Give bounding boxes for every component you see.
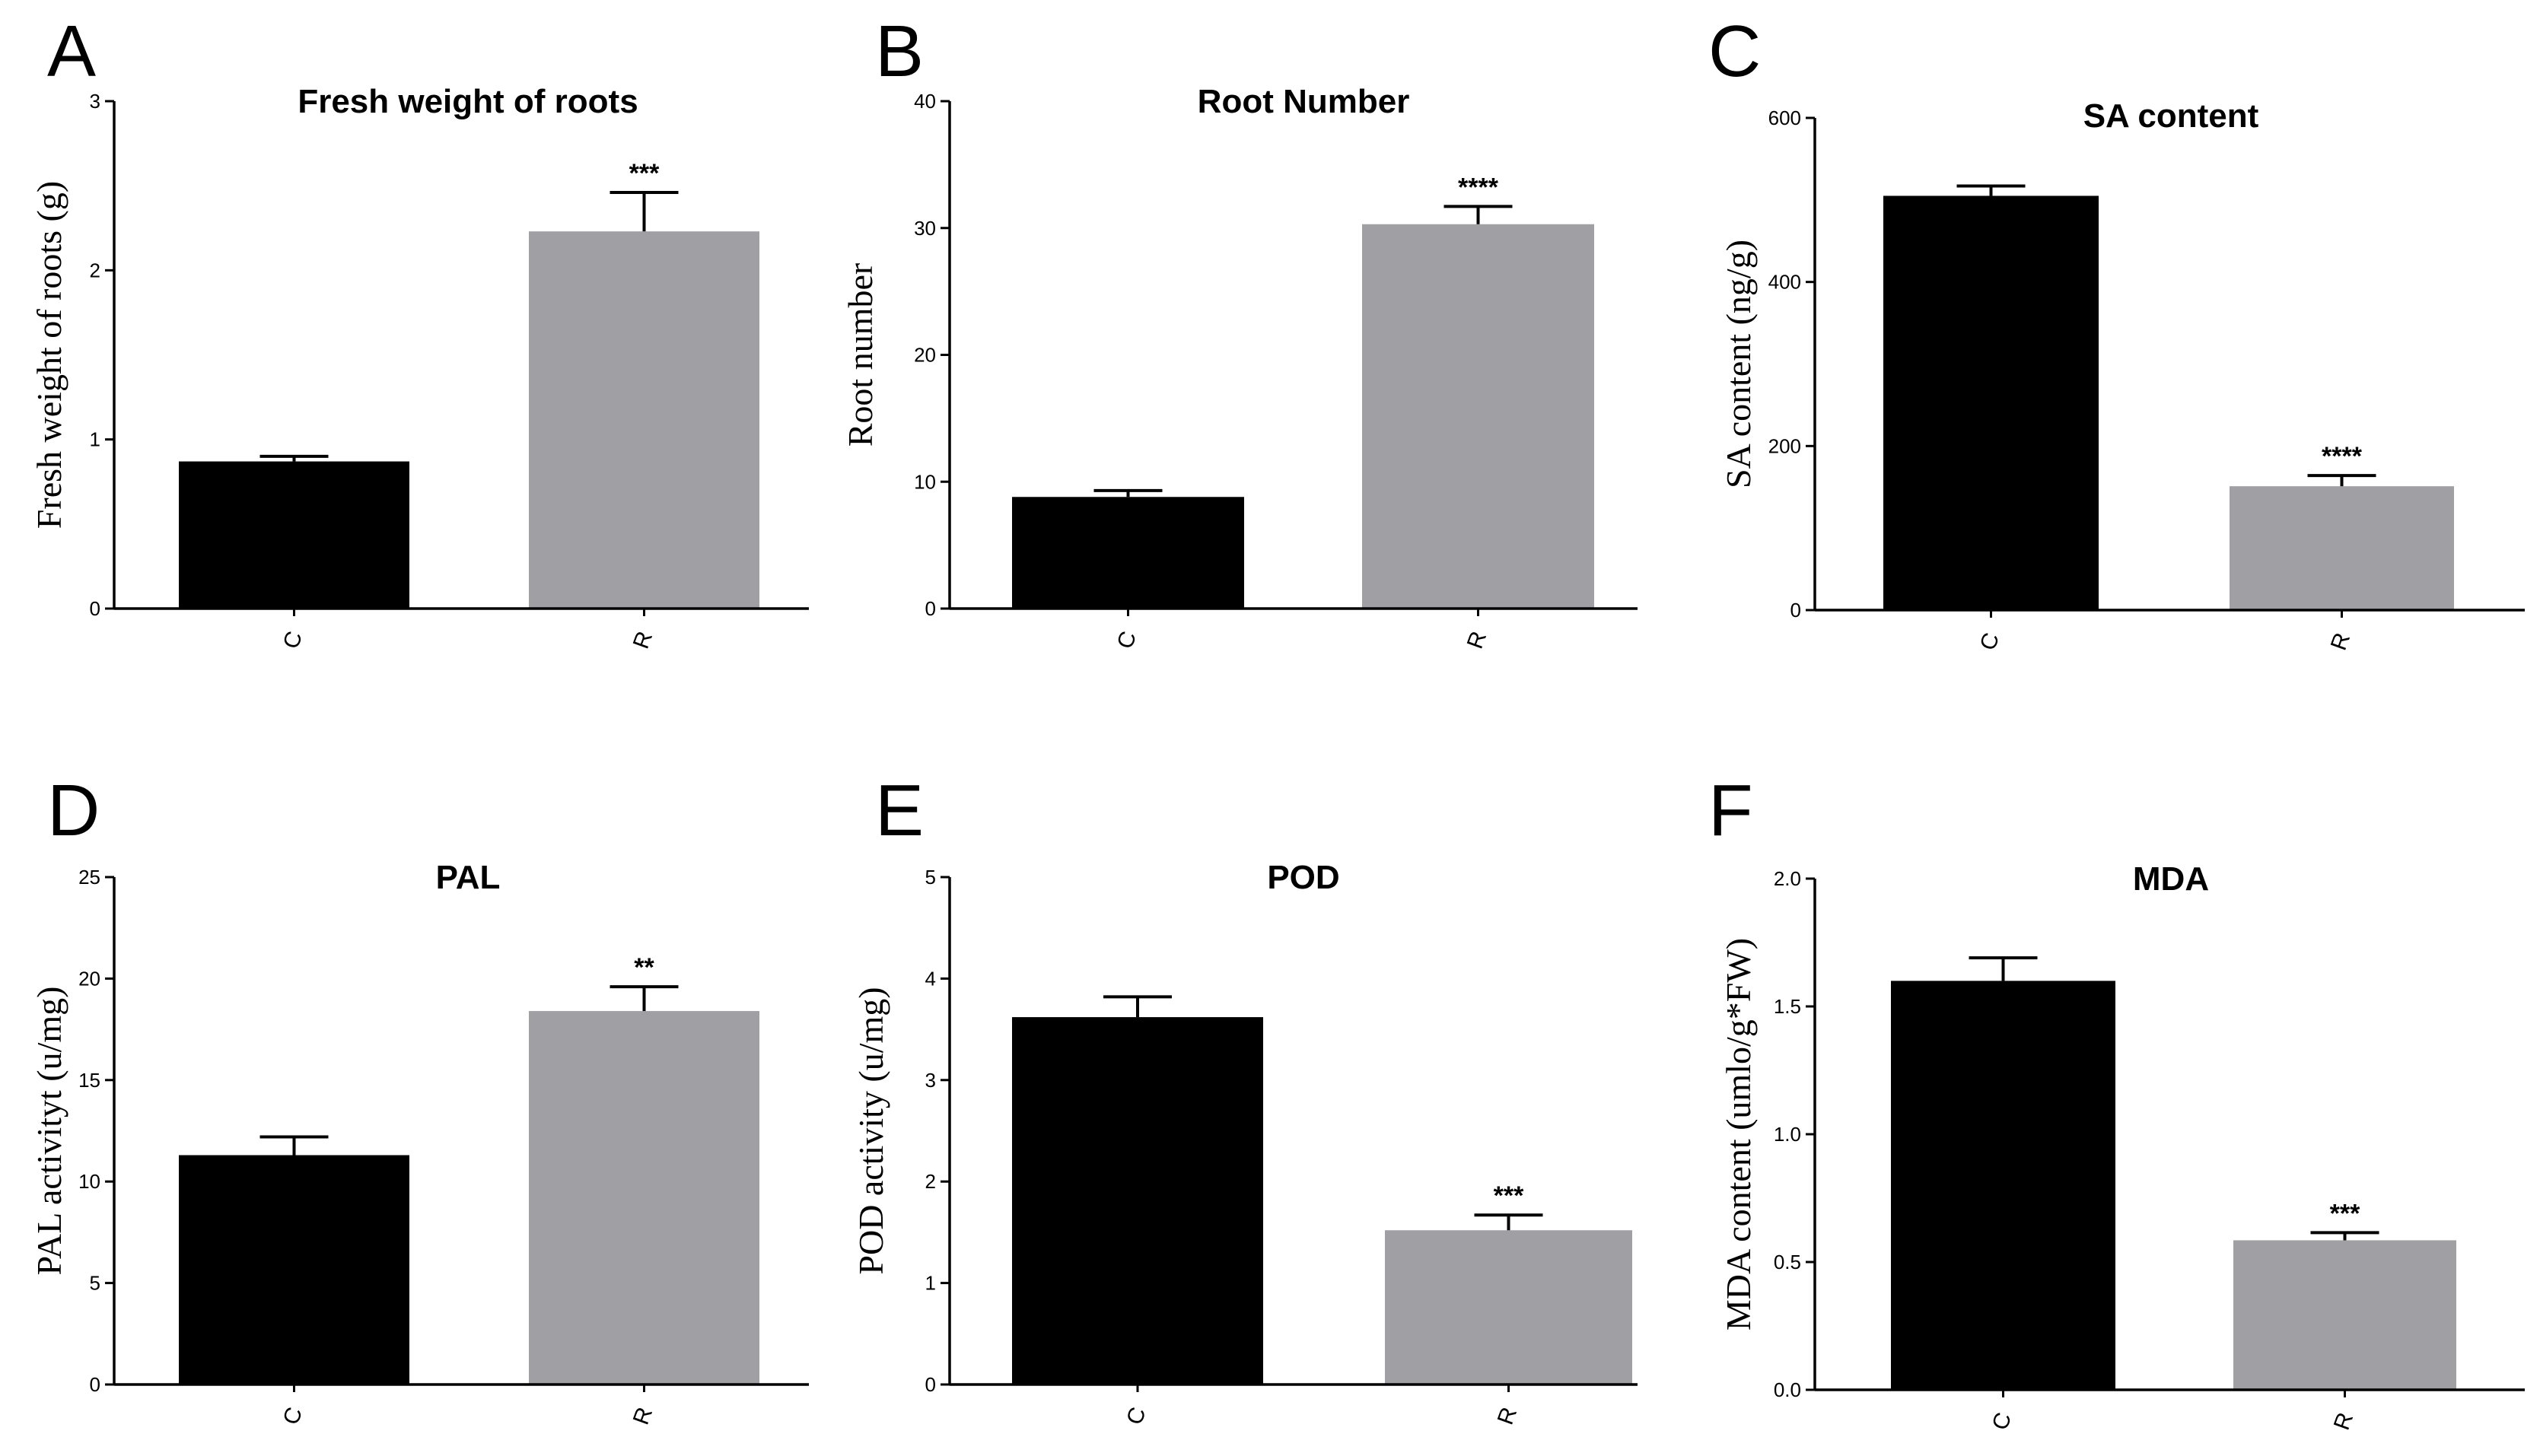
y-tick-label: 1.5 [1774, 995, 1801, 1018]
category-label: R [1463, 628, 1491, 653]
panel-f: F MDA MDA content (umlo/g*FW) C *** R 0.0 0.5 1.… [1708, 770, 2525, 1433]
bar-r [1385, 1230, 1632, 1384]
y-tick-label: 600 [1768, 106, 1801, 129]
y-tick-label: 0 [925, 1373, 936, 1396]
y-axis-label: MDA content (umlo/g*FW) [1719, 938, 1758, 1330]
significance-label: **** [1458, 173, 1499, 202]
y-tick-label: 0 [90, 1373, 100, 1396]
category-label: C [279, 1404, 307, 1429]
category-label: R [629, 1404, 657, 1429]
chart-title: SA content [2083, 97, 2259, 135]
panel-label: F [1708, 770, 1753, 851]
bar-r [2233, 1240, 2456, 1390]
y-tick-label: 400 [1768, 271, 1801, 294]
y-tick-label: 0 [925, 597, 936, 620]
y-tick-label: 0.5 [1774, 1251, 1801, 1273]
y-axis-label: Root number [841, 263, 880, 447]
bar-c [1012, 1017, 1263, 1384]
bar-r [529, 1011, 759, 1384]
panel-c: C SA content SA content (ng/g) C **** R 0 200 40… [1708, 11, 2525, 653]
bar-r [2230, 486, 2454, 610]
chart-title: PAL [436, 859, 501, 896]
y-tick-label: 10 [914, 470, 936, 493]
panel-label: C [1708, 11, 1761, 92]
category-label: R [2329, 1410, 2358, 1434]
y-tick-label: 20 [78, 967, 100, 990]
panel-b: B Root Number Root number C **** R 0 10 20 30 40 [841, 11, 1638, 652]
chart-title: Fresh weight of roots [298, 83, 638, 120]
y-tick-label: 0.0 [1774, 1378, 1801, 1401]
panel-label: B [875, 11, 924, 92]
y-tick-label: 2 [925, 1170, 936, 1193]
bar-r [1362, 224, 1594, 609]
y-tick-label: 10 [78, 1170, 100, 1193]
chart-title: Root Number [1198, 83, 1410, 120]
y-axis-label: SA content (ng/g) [1719, 240, 1758, 488]
y-tick-label: 3 [925, 1069, 936, 1092]
panel-label: D [47, 770, 100, 851]
significance-label: *** [2330, 1199, 2360, 1228]
significance-label: ** [634, 953, 654, 982]
y-tick-label: 2 [90, 259, 100, 281]
category-label: C [1122, 1404, 1151, 1429]
y-tick-label: 3 [90, 90, 100, 113]
y-tick-label: 30 [914, 217, 936, 240]
category-label: R [1493, 1404, 1522, 1429]
y-tick-label: 25 [78, 866, 100, 889]
chart-title: MDA [2133, 860, 2209, 898]
category-label: R [2326, 630, 2355, 654]
bar-c [1891, 981, 2115, 1390]
significance-label: **** [2322, 442, 2363, 471]
significance-label: *** [629, 159, 660, 188]
y-tick-label: 200 [1768, 434, 1801, 457]
y-tick-label: 1.0 [1774, 1123, 1801, 1146]
y-tick-label: 40 [914, 90, 936, 113]
panel-e: E POD POD activity (u/mg) C *** R 0 1 2 3 4 5 [851, 770, 1638, 1428]
category-label: C [279, 628, 307, 653]
panel-label: E [875, 770, 924, 851]
category-label: C [1988, 1410, 2016, 1434]
y-tick-label: 4 [925, 967, 936, 990]
bar-c [179, 1155, 409, 1384]
category-label: C [1975, 630, 2004, 654]
category-label: C [1112, 628, 1141, 653]
y-axis-label: Fresh weight of roots (g) [30, 181, 68, 529]
y-tick-label: 1 [90, 428, 100, 451]
significance-label: *** [1494, 1181, 1524, 1210]
y-axis-label: POD activity (u/mg) [851, 987, 890, 1274]
y-tick-label: 15 [78, 1069, 100, 1092]
bar-r [529, 231, 759, 609]
panel-d: D PAL PAL activityt (u/mg) C ** R 0 5 10 15 20 25 [30, 770, 809, 1428]
y-tick-label: 1 [925, 1272, 936, 1295]
y-tick-label: 0 [1790, 599, 1801, 622]
panel-a: A Fresh weight of roots Fresh weight of ro… [30, 11, 809, 652]
y-tick-label: 5 [925, 866, 936, 889]
panel-label: A [47, 11, 96, 92]
y-axis-label: PAL activityt (u/mg) [30, 987, 68, 1276]
category-label: R [629, 628, 657, 653]
y-tick-label: 0 [90, 597, 100, 620]
bar-c [179, 461, 409, 609]
y-tick-label: 20 [914, 344, 936, 367]
y-tick-label: 2.0 [1774, 867, 1801, 890]
y-tick-label: 5 [90, 1272, 100, 1295]
bar-c [1883, 196, 2099, 611]
bar-c [1012, 497, 1244, 609]
chart-title: POD [1267, 859, 1339, 896]
